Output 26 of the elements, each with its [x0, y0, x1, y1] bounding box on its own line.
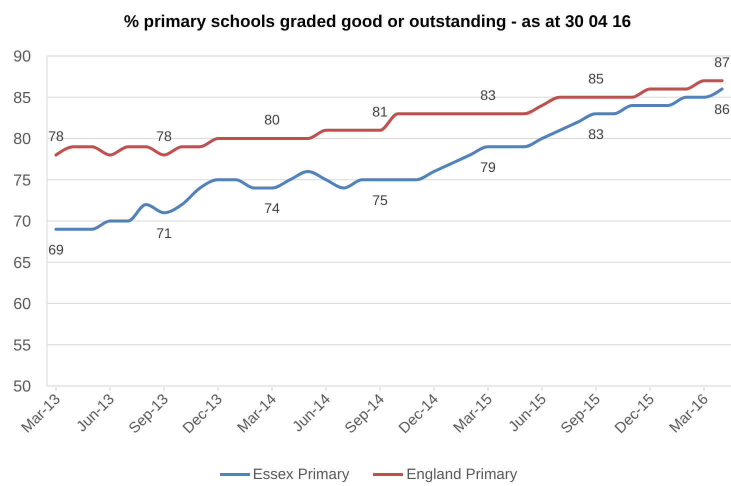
data-label: 78 — [156, 128, 172, 144]
data-label: 79 — [480, 158, 496, 175]
data-label: 71 — [156, 224, 172, 241]
legend-label: England Primary — [406, 466, 518, 482]
data-label: 87 — [714, 54, 730, 70]
data-label: 83 — [588, 126, 604, 142]
legend-label: Essex Primary — [252, 466, 350, 482]
y-tick-label: 70 — [13, 214, 32, 231]
data-label: 74 — [264, 200, 280, 216]
y-tick-label: 75 — [13, 172, 32, 190]
y-tick-label: 65 — [13, 254, 32, 272]
y-tick-label: 90 — [13, 48, 32, 66]
y-tick-label: 85 — [13, 90, 32, 107]
data-label: 75 — [372, 192, 388, 208]
y-tick-label: 60 — [13, 296, 32, 314]
data-label: 86 — [714, 101, 730, 117]
y-tick-label: 55 — [13, 337, 32, 354]
y-tick-label: 80 — [13, 131, 32, 148]
data-label: 83 — [480, 86, 496, 103]
data-label: 69 — [48, 241, 64, 258]
data-label: 80 — [264, 112, 280, 128]
chart-title: % primary schools graded good or outstanding - as at 30 04 16 — [122, 11, 632, 33]
data-label: 81 — [372, 103, 388, 120]
y-tick-label: 50 — [13, 378, 32, 396]
data-label: 78 — [48, 128, 64, 144]
data-label: 85 — [588, 70, 604, 86]
